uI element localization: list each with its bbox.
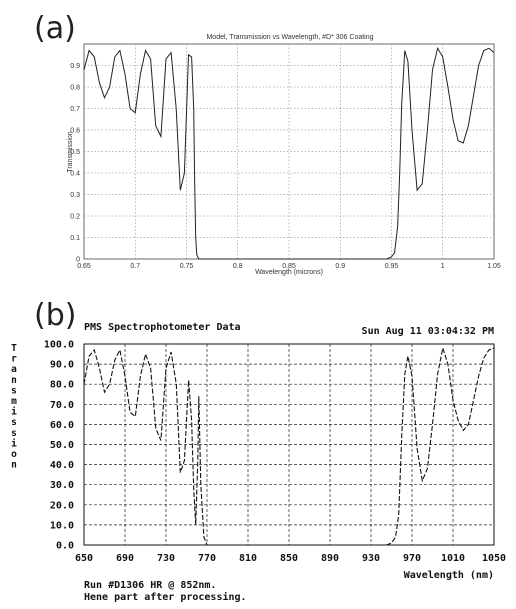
y-tick-label: 0.6 <box>70 127 80 134</box>
y-tick-label: 0.3 <box>70 192 80 199</box>
x-tick-label: 0.75 <box>180 263 194 270</box>
chart-a-transmission-curve <box>83 46 495 260</box>
x-tick-label: 930 <box>362 553 380 564</box>
chart-b-x-tick-labels: 650 690 730 770 810 850 890 930 970 1010 1050 <box>75 553 506 564</box>
x-tick-label: 1050 <box>482 553 506 564</box>
chart-a-gridlines <box>84 44 494 259</box>
x-tick-label: 890 <box>321 553 339 564</box>
x-tick-label: 1010 <box>441 553 465 564</box>
chart-b-note-run: Run #D1306 HR @ 852nm. <box>84 580 216 591</box>
x-tick-label: 850 <box>280 553 298 564</box>
panel-label-a: (a) <box>34 11 76 46</box>
chart-b-x-axis-label: Wavelength (nm) <box>404 570 494 581</box>
chart-a-x-axis-label: Wavelength (microns) <box>255 269 323 276</box>
chart-b-timestamp: Sun Aug 11 03:04:32 PM <box>362 326 494 337</box>
chart-b-gridlines <box>84 344 494 545</box>
x-tick-label: 0.95 <box>385 263 399 270</box>
y-tick-label: 0.8 <box>70 84 80 91</box>
chart-a-model-transmission: Model, Transmission vs Wavelength, #D* 3… <box>67 34 501 276</box>
y-tick-label: 80.0 <box>50 380 74 391</box>
y-tick-label: 0 <box>76 256 80 263</box>
chart-a-y-axis-label: Transmission <box>67 131 74 172</box>
y-tick-label: 0.0 <box>56 541 74 552</box>
y-tick-label: 90.0 <box>50 360 74 371</box>
y-tick-label: 0.2 <box>70 213 80 220</box>
panel-label-b: (b) <box>34 298 76 333</box>
chart-a-y-tick-labels: 0 0.1 0.2 0.3 0.4 0.5 0.6 0.7 0.8 0.9 <box>70 63 80 264</box>
x-tick-label: 650 <box>75 553 93 564</box>
y-tick-label: 0.7 <box>70 106 80 113</box>
y-tick-label: 0.4 <box>70 170 80 177</box>
y-tick-label: 40.0 <box>50 460 74 471</box>
x-tick-label: 690 <box>116 553 134 564</box>
chart-a-x-tick-labels: 0.65 0.7 0.75 0.8 0.85 0.9 0.95 1 1.05 <box>77 263 501 270</box>
y-tick-label: 0.5 <box>70 149 80 156</box>
y-tick-label: 20.0 <box>50 500 74 511</box>
chart-b-y-tick-labels: 0.0 10.0 20.0 30.0 40.0 50.0 60.0 70.0 80.0 90.0 1… <box>44 340 74 552</box>
y-tick-label: 100.0 <box>44 340 74 351</box>
y-tick-label: 50.0 <box>50 440 74 451</box>
chart-b-note-process: Hene part after processing. <box>84 591 247 603</box>
x-tick-label: 1.05 <box>487 263 501 270</box>
y-tick-label: 70.0 <box>50 400 74 411</box>
x-tick-label: 730 <box>157 553 175 564</box>
chart-a-title: Model, Transmission vs Wavelength, #D* 3… <box>206 34 373 41</box>
x-tick-label: 0.85 <box>282 263 296 270</box>
x-tick-label: 1 <box>441 263 445 270</box>
y-tick-label: 0.9 <box>70 63 80 70</box>
chart-b-title: PMS Spectrophotometer Data <box>84 322 241 333</box>
y-tick-label: 0.1 <box>70 235 80 242</box>
x-tick-label: 770 <box>198 553 216 564</box>
x-tick-label: 0.7 <box>130 263 140 270</box>
x-tick-label: 810 <box>239 553 257 564</box>
y-tick-label: 10.0 <box>50 520 74 531</box>
x-tick-label: 0.9 <box>335 263 345 270</box>
chart-b-transmission-curve <box>83 347 495 546</box>
x-tick-label: 970 <box>403 553 421 564</box>
chart-b-spectrophotometer: PMS Spectrophotometer Data Sun Aug 11 03… <box>11 322 506 603</box>
x-tick-label: 0.8 <box>233 263 243 270</box>
x-tick-label: 0.65 <box>77 263 91 270</box>
y-tick-label: 30.0 <box>50 480 74 491</box>
y-tick-label: 60.0 <box>50 420 74 431</box>
